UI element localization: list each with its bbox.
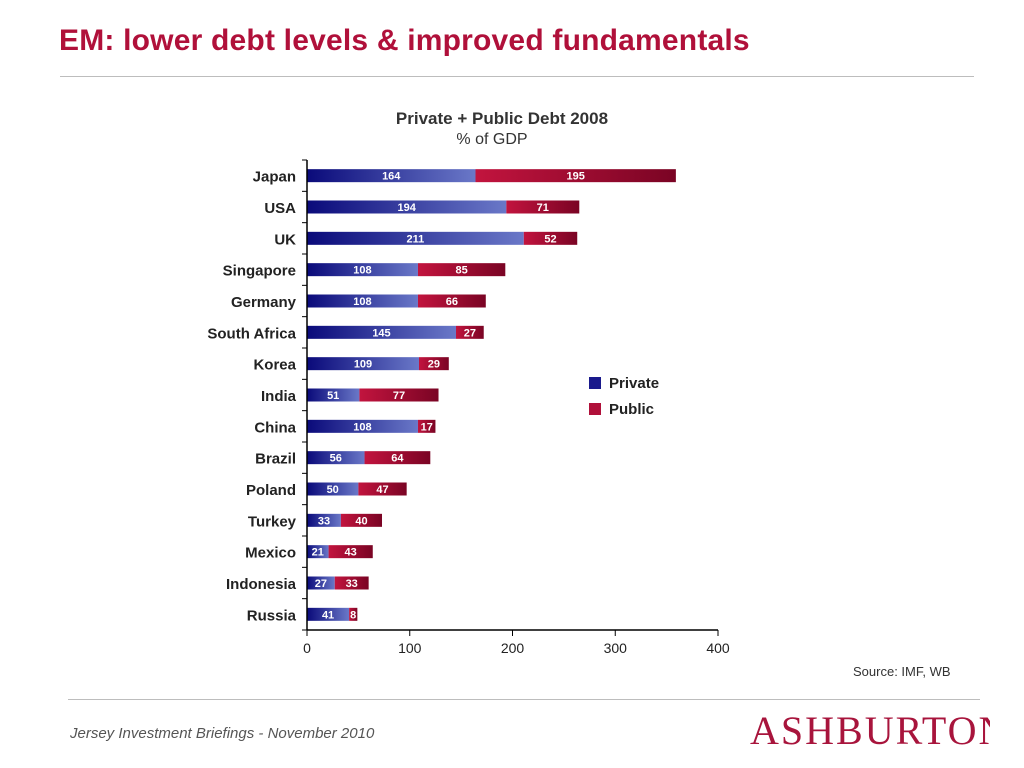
- x-tick-label: 300: [604, 640, 628, 656]
- chart-subtitle: % of GDP: [456, 131, 528, 148]
- category-label: USA: [264, 200, 296, 217]
- data-label-private: 21: [312, 547, 324, 559]
- data-label-private: 56: [330, 453, 342, 465]
- data-label-private: 194: [397, 202, 416, 214]
- data-label-private: 108: [353, 296, 371, 308]
- bar-private: [307, 357, 419, 371]
- title-divider: [60, 76, 974, 77]
- bar-private: [307, 388, 360, 402]
- bar-public: [417, 419, 436, 433]
- data-label-public: 64: [391, 453, 404, 465]
- bar-private: [307, 263, 418, 277]
- category-label: Singapore: [223, 263, 296, 280]
- bar-public: [455, 325, 484, 339]
- ashburton-logo: ASHBURTON: [750, 708, 990, 753]
- bar-private: [307, 200, 507, 214]
- category-label: UK: [274, 231, 296, 248]
- data-label-public: 43: [345, 547, 357, 559]
- bar-private: [307, 576, 335, 590]
- category-label: Germany: [231, 294, 297, 311]
- bar-public: [349, 607, 358, 621]
- data-label-public: 27: [464, 327, 476, 339]
- data-label-public: 85: [456, 265, 468, 277]
- bar-public: [418, 357, 449, 371]
- bar-public: [340, 513, 383, 527]
- bar-public: [358, 482, 407, 496]
- bar-private: [307, 231, 524, 245]
- bar-public: [417, 294, 486, 308]
- bar-private: [307, 513, 341, 527]
- x-tick-label: 200: [501, 640, 525, 656]
- category-label: Mexico: [245, 545, 296, 562]
- bar-private: [307, 545, 329, 559]
- bar-private: [307, 607, 350, 621]
- data-label-public: 71: [537, 202, 549, 214]
- category-label: Japan: [253, 169, 296, 186]
- bar-private: [307, 169, 476, 183]
- category-label: South Africa: [207, 325, 296, 342]
- data-label-public: 29: [428, 359, 440, 371]
- data-label-public: 66: [446, 296, 458, 308]
- data-label-private: 164: [382, 171, 401, 183]
- x-tick-label: 100: [398, 640, 422, 656]
- category-label: Brazil: [255, 451, 296, 468]
- legend-item-public: Public: [589, 396, 659, 422]
- category-label: China: [254, 419, 296, 436]
- data-label-public: 195: [567, 171, 585, 183]
- debt-bar-chart: 164 195 194 71 211 52 108 85 108 66 145 27 109 29 51 77…: [207, 159, 730, 656]
- legend-swatch-public: [589, 403, 601, 415]
- bar-private: [307, 325, 456, 339]
- data-label-private: 109: [354, 359, 372, 371]
- legend-label-public: Public: [609, 400, 655, 418]
- bar-private: [307, 294, 418, 308]
- data-label-private: 27: [315, 578, 327, 590]
- x-tick-label: 0: [303, 640, 311, 656]
- bar-public: [523, 231, 578, 245]
- bar-public: [359, 388, 439, 402]
- data-label-private: 33: [318, 515, 330, 527]
- data-label-public: 40: [355, 515, 367, 527]
- data-label-public: 77: [393, 390, 405, 402]
- footer-text: Jersey Investment Briefings - November 2…: [70, 725, 375, 742]
- source-note: Source: IMF, WB: [853, 664, 951, 679]
- x-tick-label: 400: [706, 640, 730, 656]
- data-label-public: 52: [544, 233, 556, 245]
- chart-title: Private + Public Debt 2008: [395, 109, 609, 128]
- bar-public: [506, 200, 580, 214]
- bar-public: [328, 545, 373, 559]
- category-label: India: [261, 388, 297, 405]
- bar-private: [307, 482, 359, 496]
- data-label-public: 8: [350, 609, 356, 621]
- bar-public: [417, 263, 506, 277]
- bar-public: [475, 169, 676, 183]
- category-label: Indonesia: [226, 576, 297, 593]
- legend-label-private: Private: [609, 374, 660, 392]
- bar-public: [334, 576, 369, 590]
- data-label-private: 51: [327, 390, 339, 402]
- data-label-public: 33: [346, 578, 358, 590]
- data-label-private: 50: [327, 484, 339, 496]
- data-label-private: 211: [407, 233, 425, 245]
- data-label-private: 108: [353, 421, 371, 433]
- slide-title: EM: lower debt levels & improved fundame…: [59, 24, 750, 57]
- legend-swatch-private: [589, 377, 601, 389]
- category-label: Turkey: [248, 513, 297, 530]
- data-label-private: 108: [353, 265, 371, 277]
- category-label: Korea: [253, 357, 296, 374]
- bar-private: [307, 419, 418, 433]
- chart-legend: Private Public: [589, 370, 659, 422]
- legend-item-private: Private: [589, 370, 659, 396]
- category-label: Russia: [247, 607, 297, 624]
- data-label-private: 41: [322, 609, 334, 621]
- bar-private: [307, 451, 365, 465]
- logo-text: ASHBURTON: [750, 708, 990, 753]
- footer-divider: [68, 699, 980, 700]
- bar-public: [364, 451, 431, 465]
- category-label: Poland: [246, 482, 296, 499]
- data-label-public: 17: [421, 421, 433, 433]
- data-label-public: 47: [376, 484, 388, 496]
- data-label-private: 145: [372, 327, 390, 339]
